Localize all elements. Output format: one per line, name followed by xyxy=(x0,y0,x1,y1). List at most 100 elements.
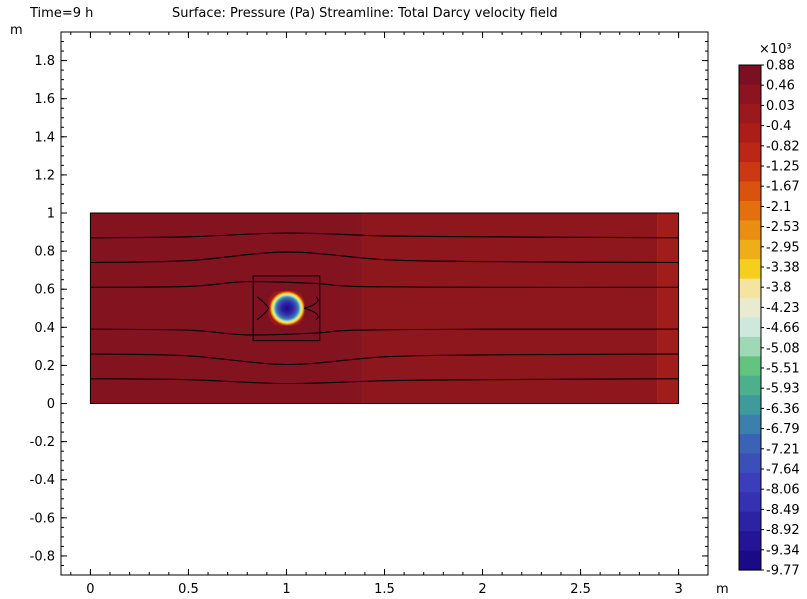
x-tick-label-2: 1 xyxy=(282,582,290,597)
y-tick-label-1: -0.6 xyxy=(30,511,55,526)
y-tick-label-3: -0.2 xyxy=(30,435,55,450)
colorbar-label-8: -2.53 xyxy=(766,220,800,235)
streamline-3 xyxy=(90,328,679,336)
domain-outline xyxy=(89,212,680,405)
colorbar-label-15: -5.51 xyxy=(766,362,800,377)
y-axis-unit: m xyxy=(10,23,23,38)
x-axis-ticks: 0 0.5 1 1.5 2 2.5 3 xyxy=(70,32,683,597)
colorbar-swatch-15 xyxy=(739,356,761,377)
x-tick-label-6: 3 xyxy=(674,582,682,597)
streamline-stub-0 xyxy=(256,296,270,309)
x-tick-label-3: 1.5 xyxy=(374,582,395,597)
colorbar-swatch-11 xyxy=(739,278,761,299)
streamline-5 xyxy=(90,378,679,385)
colorbar-label-12: -4.23 xyxy=(766,301,800,316)
field-region-0 xyxy=(90,213,363,404)
streamline-stub-1 xyxy=(256,307,270,321)
colorbar-swatch-1 xyxy=(739,84,761,105)
colorbar-swatch-17 xyxy=(739,395,761,416)
time-label: Time=9 h xyxy=(29,6,93,21)
colorbar-label-18: -6.79 xyxy=(766,422,800,437)
x-tick-label-5: 2.5 xyxy=(570,582,591,597)
y-tick-label-8: 0.8 xyxy=(34,245,55,260)
colorbar-swatches xyxy=(739,65,761,571)
colorbar-label-14: -5.08 xyxy=(766,341,800,356)
x-axis-unit: m xyxy=(716,582,729,597)
colorbar-swatch-2 xyxy=(739,103,761,124)
streamlines xyxy=(90,232,679,385)
inclusion-box xyxy=(252,275,321,342)
colorbar-label-13: -4.66 xyxy=(766,321,800,336)
colorbar-swatch-16 xyxy=(739,375,761,396)
colorbar-swatch-6 xyxy=(739,181,761,202)
colorbar-swatch-10 xyxy=(739,259,761,280)
colorbar-label-4: -0.82 xyxy=(766,139,800,154)
colorbar-swatch-23 xyxy=(739,511,761,532)
colorbar-label-17: -6.36 xyxy=(766,402,800,417)
colorbar-frame xyxy=(738,64,762,571)
colorbar-swatch-9 xyxy=(739,239,761,260)
colorbar-label-6: -1.67 xyxy=(766,180,800,195)
colorbar-label-24: -9.34 xyxy=(766,543,800,558)
colorbar-swatch-8 xyxy=(739,220,761,241)
y-tick-label-4: 0 xyxy=(47,397,55,412)
colorbar-label-2: 0.03 xyxy=(766,99,795,114)
streamline-0 xyxy=(90,232,679,239)
streamline-stub-3 xyxy=(303,307,319,321)
colorbar-label-3: -0.4 xyxy=(766,119,791,134)
colorbar-label-11: -3.8 xyxy=(766,281,791,296)
colorbar-label-1: 0.46 xyxy=(766,79,795,94)
streamline-4 xyxy=(90,353,679,366)
streamline-1 xyxy=(90,251,679,264)
y-tick-label-13: 1.8 xyxy=(34,54,55,69)
streamline-2 xyxy=(90,280,679,288)
colorbar-label-5: -1.25 xyxy=(766,160,800,175)
colorbar-label-16: -5.93 xyxy=(766,382,800,397)
colorbar-multiplier: ×10³ xyxy=(759,42,792,57)
colorbar-swatch-22 xyxy=(739,492,761,513)
colorbar-label-7: -2.1 xyxy=(766,200,791,215)
colorbar-swatch-24 xyxy=(739,531,761,552)
colorbar-swatch-12 xyxy=(739,298,761,319)
colorbar-swatch-5 xyxy=(739,162,761,183)
y-tick-label-5: 0.2 xyxy=(34,359,55,374)
x-tick-label-1: 0.5 xyxy=(178,582,199,597)
y-tick-label-0: -0.8 xyxy=(30,549,55,564)
colorbar-swatch-21 xyxy=(739,472,761,493)
y-tick-label-11: 1.4 xyxy=(34,130,55,145)
colorbar-swatch-3 xyxy=(739,123,761,144)
field-region-1 xyxy=(362,213,658,404)
plot-title: Surface: Pressure (Pa) Streamline: Total… xyxy=(172,6,558,21)
colorbar-swatch-0 xyxy=(739,65,761,86)
colorbar-label-23: -8.92 xyxy=(766,523,800,538)
colorbar-swatch-7 xyxy=(739,200,761,221)
colorbar-swatch-25 xyxy=(739,550,761,571)
y-axis-ticks: -0.8 -0.6 -0.4 -0.2 0 0.2 0.4 0.6 0.8 1 1.2 1.4 1.6 1… xyxy=(30,41,708,566)
colorbar-label-22: -8.49 xyxy=(766,503,800,518)
y-tick-label-2: -0.4 xyxy=(30,473,55,488)
colorbar-label-20: -7.64 xyxy=(766,463,800,478)
colorbar-swatch-19 xyxy=(739,434,761,455)
axes: 0 0.5 1 1.5 2 2.5 3 -0.8 -0.6 -0.4 -0.2 0 0.2 0.4 0.6… xyxy=(10,23,729,597)
x-tick-label-4: 2 xyxy=(478,582,486,597)
y-tick-label-7: 0.6 xyxy=(34,283,55,298)
colorbar-swatch-18 xyxy=(739,414,761,435)
colorbar-label-25: -9.77 xyxy=(766,564,800,579)
y-tick-label-12: 1.6 xyxy=(34,92,55,107)
colorbar-swatch-20 xyxy=(739,453,761,474)
pressure-field xyxy=(89,212,680,405)
colorbar-swatch-13 xyxy=(739,317,761,338)
colorbar-label-0: 0.88 xyxy=(766,59,795,74)
streamline-stub-2 xyxy=(303,296,319,309)
pressure-sink xyxy=(268,290,305,326)
colorbar-label-10: -3.38 xyxy=(766,261,800,276)
y-tick-label-9: 1 xyxy=(47,207,55,222)
field-transition xyxy=(325,213,363,404)
field-region-2 xyxy=(657,213,679,404)
colorbar: ×10³ 0.88 0.46 0.03 -0.4 -0.82 -1.25 -1.67 -2.1… xyxy=(738,42,800,579)
x-tick-label-0: 0 xyxy=(86,582,94,597)
colorbar-label-21: -8.06 xyxy=(766,483,800,498)
colorbar-label-9: -2.95 xyxy=(766,240,800,255)
colorbar-swatch-4 xyxy=(739,142,761,163)
